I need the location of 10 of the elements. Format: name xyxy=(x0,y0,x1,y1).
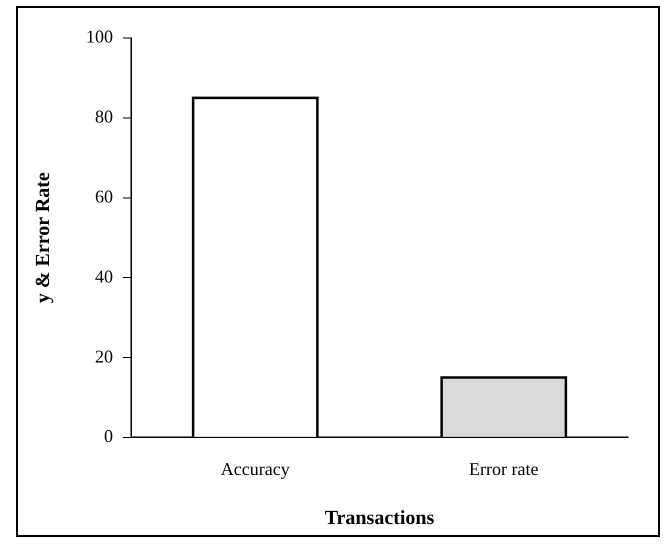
y-axis-title: y & Error Rate xyxy=(32,172,54,304)
y-tick-label: 0 xyxy=(104,426,113,446)
x-axis-title: Transactions xyxy=(324,507,435,530)
y-tick-label: 60 xyxy=(95,186,113,206)
x-tick-label: Error rate xyxy=(469,458,538,479)
x-tick-label: Accuracy xyxy=(220,458,290,479)
y-tick-label: 40 xyxy=(95,266,113,286)
y-tick-label: 100 xyxy=(86,26,113,47)
y-tick-label: 80 xyxy=(95,106,113,127)
y-tick-label: 20 xyxy=(95,346,113,366)
